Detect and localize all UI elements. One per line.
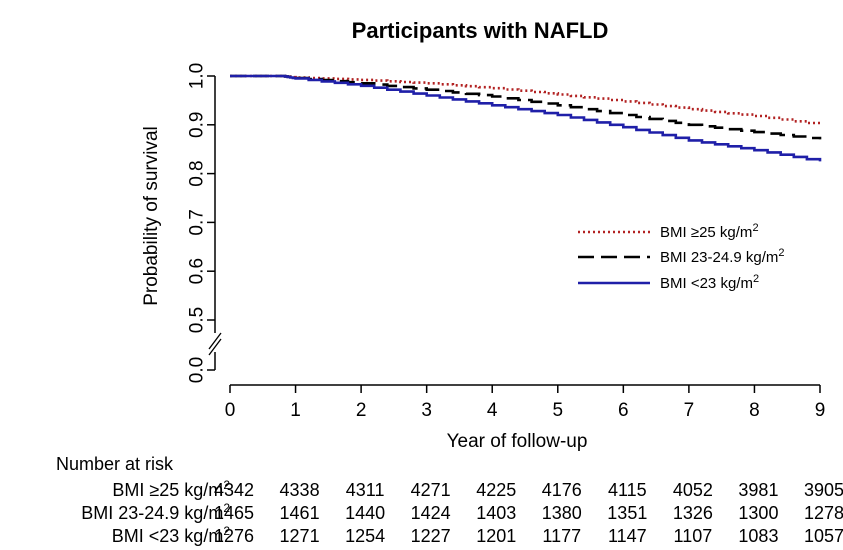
legend-label-1: BMI 23-24.9 kg/m2 xyxy=(660,247,785,266)
risk-cell: 1424 xyxy=(411,503,451,523)
x-tick-label: 3 xyxy=(421,400,432,421)
risk-cell: 1351 xyxy=(607,503,647,523)
x-tick-label: 1 xyxy=(290,400,301,421)
axes: 0.0 0.5 0.6 0.7 0.8 0.9 1.0 0 1 2 3 4 5 6 7 8 9 xyxy=(187,63,826,421)
legend-label-0: BMI ≥25 kg/m2 xyxy=(660,222,759,241)
risk-row-label: BMI <23 kg/m2 xyxy=(112,524,231,546)
risk-row-label-superscript: 2 xyxy=(223,501,230,515)
y-tick-label: 1.0 xyxy=(187,63,208,89)
risk-cell: 1083 xyxy=(738,526,778,546)
x-tick-label: 6 xyxy=(618,400,629,421)
risk-cell: 1403 xyxy=(476,503,516,523)
y-tick-label: 0.6 xyxy=(187,258,208,284)
legend-label-superscript: 2 xyxy=(752,222,758,234)
risk-cell: 1465 xyxy=(214,503,254,523)
x-tick-label: 8 xyxy=(749,400,760,421)
risk-cell: 1271 xyxy=(280,526,320,546)
x-tick-label: 4 xyxy=(487,400,498,421)
legend-label-superscript: 2 xyxy=(753,273,759,285)
risk-cell: 1276 xyxy=(214,526,254,546)
risk-cell: 1254 xyxy=(345,526,385,546)
y-tick-label: 0.5 xyxy=(187,307,208,333)
risk-cell: 1326 xyxy=(673,503,713,523)
risk-cell: 3981 xyxy=(738,480,778,500)
y-tick-label: 0.0 xyxy=(187,357,208,383)
series-line-2 xyxy=(230,74,822,162)
risk-cell: 4115 xyxy=(608,480,647,500)
risk-cell: 4225 xyxy=(476,480,516,500)
y-tick-label: 0.7 xyxy=(187,209,208,235)
risk-cell: 1201 xyxy=(476,526,516,546)
risk-cell: 1147 xyxy=(608,526,647,546)
risk-row-label-superscript: 2 xyxy=(223,478,230,492)
legend-label-2: BMI <23 kg/m2 xyxy=(660,273,759,292)
x-tick-label: 5 xyxy=(552,400,563,421)
risk-cell: 4176 xyxy=(542,480,582,500)
legend-label-superscript: 2 xyxy=(778,247,784,259)
series-line-0 xyxy=(230,74,822,125)
risk-cell: 1227 xyxy=(411,526,451,546)
x-tick-label: 2 xyxy=(356,400,367,421)
risk-row-label-superscript: 2 xyxy=(223,524,230,538)
risk-cell: 1278 xyxy=(804,503,843,523)
risk-cell: 1177 xyxy=(542,526,581,546)
x-axis-title: Year of follow-up xyxy=(447,431,588,452)
risk-table-header: Number at risk xyxy=(56,454,174,474)
risk-cell: 1057 xyxy=(804,526,843,546)
risk-cell: 4338 xyxy=(280,480,320,500)
axis-break-mark xyxy=(208,338,222,356)
chart-title: Participants with NAFLD xyxy=(352,18,609,43)
legend: BMI ≥25 kg/m2 BMI 23-24.9 kg/m2 BMI <23 kg… xyxy=(578,222,785,292)
x-tick-label: 7 xyxy=(684,400,695,421)
risk-cell: 1461 xyxy=(280,503,320,523)
risk-cell: 4271 xyxy=(411,480,451,500)
x-tick-label: 9 xyxy=(815,400,826,421)
risk-cell: 4311 xyxy=(346,480,385,500)
risk-row-label: BMI 23-24.9 kg/m2 xyxy=(81,501,230,523)
risk-cell: 1440 xyxy=(345,503,385,523)
series-lines xyxy=(230,74,822,162)
risk-row-label: BMI ≥25 kg/m2 xyxy=(112,478,230,500)
risk-cell: 3905 xyxy=(804,480,843,500)
y-axis-title: Probability of survival xyxy=(141,126,162,306)
risk-cell: 1107 xyxy=(674,526,713,546)
y-tick-label: 0.8 xyxy=(187,160,208,186)
risk-cell: 1380 xyxy=(542,503,582,523)
axis-break-mark xyxy=(208,332,222,350)
y-tick-label: 0.9 xyxy=(187,112,208,138)
x-tick-label: 0 xyxy=(225,400,236,421)
risk-cell: 4052 xyxy=(673,480,713,500)
series-line-1 xyxy=(230,74,822,140)
risk-cell: 4342 xyxy=(214,480,254,500)
risk-cell: 1300 xyxy=(738,503,778,523)
